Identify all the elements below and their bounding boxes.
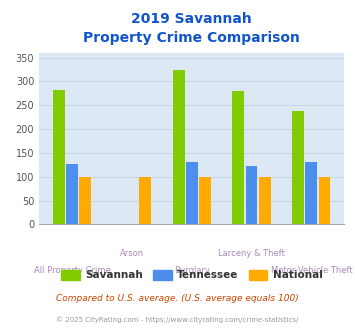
Bar <box>292 111 304 224</box>
Bar <box>259 177 271 224</box>
Bar <box>233 91 244 224</box>
Text: All Property Crime: All Property Crime <box>34 266 110 275</box>
Bar <box>318 177 331 224</box>
Title: 2019 Savannah
Property Crime Comparison: 2019 Savannah Property Crime Comparison <box>83 12 300 45</box>
Bar <box>79 177 91 224</box>
Bar <box>173 70 185 224</box>
Text: Arson: Arson <box>120 249 144 258</box>
Bar <box>199 177 211 224</box>
Bar <box>186 162 198 224</box>
Bar <box>53 89 65 224</box>
Text: Burglary: Burglary <box>174 266 210 275</box>
Text: Larceny & Theft: Larceny & Theft <box>218 249 285 258</box>
Text: © 2025 CityRating.com - https://www.cityrating.com/crime-statistics/: © 2025 CityRating.com - https://www.city… <box>56 317 299 323</box>
Bar <box>66 164 78 224</box>
Bar <box>139 177 151 224</box>
Bar <box>246 166 257 224</box>
Text: Motor Vehicle Theft: Motor Vehicle Theft <box>271 266 352 275</box>
Legend: Savannah, Tennessee, National: Savannah, Tennessee, National <box>57 266 327 284</box>
Bar <box>305 162 317 224</box>
Text: Compared to U.S. average. (U.S. average equals 100): Compared to U.S. average. (U.S. average … <box>56 294 299 303</box>
